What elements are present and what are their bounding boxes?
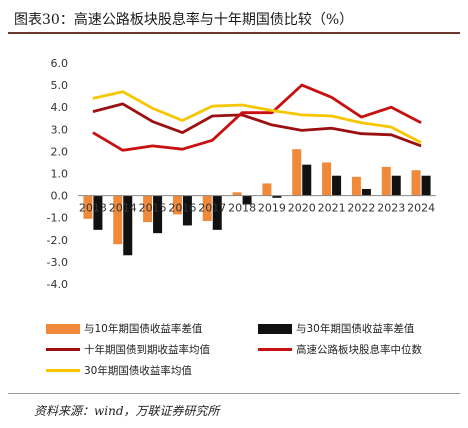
y-tick-label: -4.0 [47, 278, 68, 291]
series-line [92, 90, 422, 144]
y-tick-label: -1.0 [47, 212, 68, 225]
y-tick-label: 1.0 [51, 168, 69, 181]
series-line [92, 102, 422, 148]
chart-plot: 6.0 5.0 4.0 3.0 2.0 1.0 0.0 -1.0 -2.0 -3.0 -4.0 201… [47, 57, 436, 291]
x-tick-label: 2017 [198, 202, 226, 215]
bar [421, 175, 431, 196]
y-tick-label: 4.0 [51, 101, 69, 114]
bar [172, 195, 182, 215]
legend-item-bar-10y: 与10年期国债收益率差值 [46, 321, 202, 336]
chart-title: 图表30：高速公路板块股息率与十年期国债比较（%） [14, 12, 354, 28]
legend-swatch-bar-10y [46, 323, 80, 334]
x-tick-label: 2018 [228, 202, 256, 215]
y-tick-label: 5.0 [51, 79, 69, 92]
bar [351, 176, 361, 196]
legend-label-line-30y-yield: 30年期国债收益率均值 [84, 365, 192, 377]
legend-label-line-10y-yield: 十年期国债到期收益率均值 [84, 344, 210, 356]
x-tick-label: 2019 [258, 202, 286, 215]
y-tick-label: 2.0 [51, 145, 69, 158]
bar [123, 195, 133, 256]
legend-item-line-dividend: 高速公路板块股息率中位数 [258, 342, 422, 357]
bar [302, 164, 312, 196]
legend-swatch-line-10y-yield [46, 348, 80, 351]
bar [182, 195, 192, 226]
legend-swatch-line-30y-yield [46, 369, 80, 372]
legend-item-line-10y-yield: 十年期国债到期收益率均值 [46, 342, 210, 357]
source-note: 资料来源：wind，万联证券研究所 [34, 404, 220, 418]
x-tick-label: 2024 [407, 202, 435, 215]
y-tick-label: 6.0 [51, 57, 69, 70]
bar [272, 195, 282, 198]
bar [381, 166, 391, 196]
bar [93, 195, 103, 230]
bar [113, 195, 123, 245]
bar [332, 175, 342, 196]
legend-swatch-line-dividend [258, 348, 292, 351]
legend-label-bar-30y: 与30年期国债收益率差值 [296, 323, 415, 335]
title-rule [8, 32, 460, 34]
series-line [92, 83, 422, 152]
x-tick-label: 2014 [109, 202, 137, 215]
footer-rule [8, 393, 460, 394]
y-tick-label: 3.0 [51, 123, 69, 136]
bar [232, 192, 242, 196]
bar [322, 162, 332, 196]
bar [212, 195, 222, 230]
x-tick-label: 2020 [288, 202, 316, 215]
y-tick-label: -2.0 [47, 234, 68, 247]
x-tick-label: 2023 [377, 202, 405, 215]
bar [143, 195, 153, 223]
legend-label-line-dividend: 高速公路板块股息率中位数 [296, 344, 422, 356]
x-tick-label: 2015 [139, 202, 167, 215]
bar [391, 175, 401, 196]
bar [361, 188, 371, 196]
x-tick-label: 2022 [347, 202, 375, 215]
legend-item-line-30y-yield: 30年期国债收益率均值 [46, 363, 192, 378]
legend-item-bar-30y: 与30年期国债收益率差值 [258, 321, 414, 336]
y-tick-label: 0.0 [51, 190, 69, 203]
bar [411, 170, 421, 196]
x-tick-label: 2013 [79, 202, 107, 215]
bar [262, 183, 272, 196]
bar [153, 195, 163, 234]
bar [242, 195, 252, 205]
legend-swatch-bar-30y [258, 323, 292, 334]
bar [83, 195, 93, 219]
y-tick-label: -3.0 [47, 256, 68, 269]
x-tick-label: 2016 [168, 202, 196, 215]
bar [292, 149, 302, 196]
legend-label-bar-10y: 与10年期国债收益率差值 [84, 323, 203, 335]
x-tick-label: 2021 [318, 202, 346, 215]
bar [202, 195, 212, 222]
